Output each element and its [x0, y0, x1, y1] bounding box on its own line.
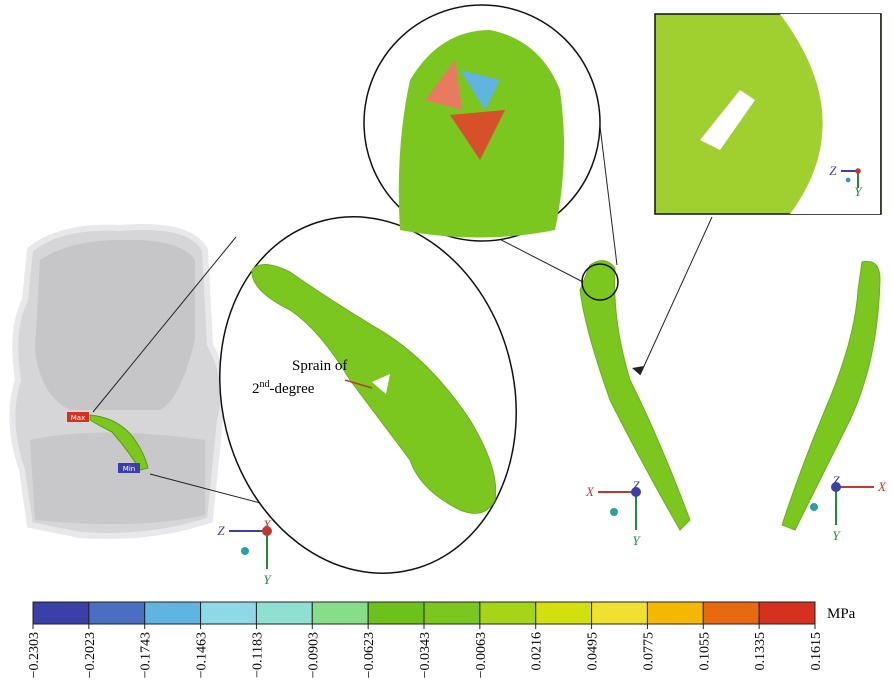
origin — [262, 526, 272, 536]
colorbar-segment — [200, 601, 257, 625]
colorbar-tick-label: −0.1463 — [195, 632, 210, 678]
arrow-head — [632, 366, 644, 375]
hot-spot — [450, 110, 505, 160]
colorbar-segment — [702, 601, 760, 625]
colorbar-tick-label: 0.1055 — [697, 632, 712, 671]
axis-label: X — [262, 517, 272, 532]
colorbar-tick-label: −0.1743 — [139, 632, 154, 678]
axis-label: Z — [829, 163, 837, 178]
hot-spot — [425, 60, 462, 110]
colorbar-segment — [535, 601, 593, 625]
colorbar-segment — [255, 601, 313, 625]
ball — [845, 177, 851, 183]
axis-label: Z — [632, 478, 640, 493]
colorbar-tick-label: −0.0903 — [306, 632, 321, 678]
colorbar-tick-label: 0.1335 — [753, 632, 768, 671]
colorbar-segment — [32, 601, 90, 625]
colorbar-tick-label: −0.0343 — [418, 632, 433, 678]
colorbar-segment — [591, 601, 648, 625]
axis-label: X — [585, 484, 595, 499]
axis-label: Y — [632, 533, 641, 548]
colorbar-segment — [423, 601, 481, 625]
ball — [241, 547, 249, 555]
axis-label: Y — [854, 184, 863, 199]
ball — [610, 508, 618, 516]
ligament-zoom — [251, 264, 497, 514]
axis-label: Y — [832, 528, 841, 543]
inset-gap — [700, 90, 755, 150]
origin — [855, 168, 861, 174]
colorbar-tick-label: −0.0063 — [474, 632, 489, 678]
axis-label: Z — [217, 523, 225, 538]
sprain-gap — [372, 374, 390, 394]
axis-label: X — [877, 479, 887, 494]
colorbar-segment — [367, 601, 425, 625]
ligament-back — [781, 260, 881, 531]
colorbar-tick-label: 0.0775 — [641, 632, 656, 671]
axis-label: Z — [832, 473, 840, 488]
colorbar-tick-label: 0.0216 — [530, 632, 545, 671]
max-marker — [67, 412, 89, 422]
colorbar-tick-label: 0.0495 — [586, 632, 601, 671]
colorbar-tick-label: −0.2023 — [83, 632, 98, 678]
inset-bg — [655, 14, 880, 214]
annotation-line2: 2nd-degree — [252, 379, 315, 397]
colorbar-segment — [311, 601, 369, 625]
annotation-base: 2 — [252, 381, 260, 397]
colorbar: −0.2303 −0.2023 −0.1743 −0.1463 −0.1183 −0.09… — [27, 601, 856, 678]
colorbar-segment — [88, 601, 146, 625]
annotation-rest: -degree — [270, 381, 315, 397]
axis-label: Y — [263, 572, 272, 587]
tip-circle — [581, 263, 619, 301]
annotation-sup: nd — [260, 379, 270, 390]
colorbar-segment — [144, 601, 202, 625]
origin — [631, 487, 641, 497]
colorbar-unit: MPa — [827, 606, 856, 622]
colorbar-segment — [646, 601, 704, 625]
min-marker — [118, 463, 140, 473]
colorbar-tick-label: −0.0623 — [362, 632, 377, 678]
cold-spot — [460, 70, 500, 110]
sprain-arrow — [344, 379, 373, 389]
colorbar-segment — [479, 601, 537, 625]
triads: Z Y X X Y Z X Y Z Z Y — [217, 163, 887, 587]
colorbar-tick-label: 0.1615 — [809, 632, 824, 671]
colorbar-tick-label: −0.2303 — [27, 632, 42, 678]
colorbar-tick-label: −0.1183 — [250, 632, 265, 678]
origin — [831, 482, 841, 492]
max-label: Max — [71, 414, 85, 422]
annotation-line1: Sprain of — [292, 358, 347, 374]
min-label: Min — [123, 465, 135, 473]
ball — [810, 503, 818, 511]
colorbar-segment — [758, 601, 816, 625]
